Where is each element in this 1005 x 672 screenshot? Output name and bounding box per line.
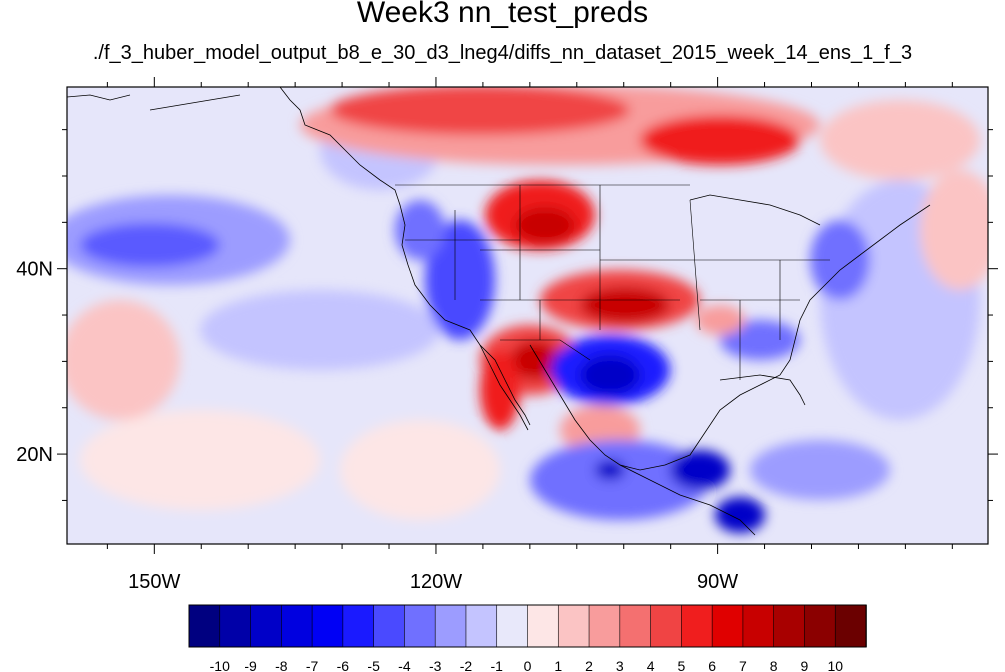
colorbar-label: -9 (244, 658, 257, 672)
colorbar-label: 10 (827, 658, 843, 672)
x-tick-label: 150W (128, 571, 180, 593)
colorbar-label: 3 (616, 658, 624, 672)
state-borders (395, 184, 830, 380)
plot-title: Week3 nn_test_preds (356, 0, 649, 29)
colorbar: -10 -9 -8 -7 -6 -5 -4 -3 -2 -1 0 1 2 3 4 5 6 7 8 9 10 (188, 604, 867, 672)
colorbar-label: -3 (429, 658, 442, 672)
colorbar-swatch (465, 604, 498, 648)
colorbar-label: 9 (801, 658, 809, 672)
colorbar-swatch (404, 604, 436, 648)
colorbar-label: 7 (739, 658, 747, 672)
colorbar-swatch (681, 604, 713, 648)
anomaly-field (67, 87, 988, 533)
colorbar-swatch (650, 604, 683, 648)
colorbar-swatch (588, 604, 621, 648)
colorbar-label: 6 (708, 658, 716, 672)
colorbar-swatch (434, 604, 467, 648)
colorbar-label: -2 (460, 658, 473, 672)
coastlines (67, 87, 931, 536)
colorbar-label: -8 (275, 658, 288, 672)
colorbar-swatch (773, 604, 806, 648)
colorbar-label: 1 (554, 658, 562, 672)
colorbar-swatch (250, 604, 283, 648)
y-tick-label: 20N (16, 444, 53, 466)
colorbar-swatch (804, 604, 837, 648)
colorbar-swatch (742, 604, 775, 648)
colorbar-label: 5 (677, 658, 685, 672)
colorbar-swatch (557, 604, 590, 648)
colorbar-label: -5 (367, 658, 380, 672)
axis-layer: 150W 120W 90W 40N 20N (16, 77, 998, 593)
colorbar-swatch (311, 604, 344, 648)
colorbar-label: 2 (585, 658, 593, 672)
colorbar-swatch (188, 604, 221, 648)
colorbar-label: 4 (647, 658, 655, 672)
colorbar-swatch (496, 604, 529, 648)
colorbar-label: -4 (398, 658, 411, 672)
colorbar-swatch (281, 604, 313, 648)
y-tick-label: 40N (16, 259, 53, 281)
colorbar-label: 8 (770, 658, 778, 672)
colorbar-swatch (342, 604, 375, 648)
colorbar-swatch (527, 604, 560, 648)
colorbar-label: -7 (306, 658, 319, 672)
colorbar-label: -1 (491, 658, 504, 672)
colorbar-frame (188, 604, 867, 648)
colorbar-swatch (834, 604, 867, 648)
colorbar-label: -6 (337, 658, 350, 672)
colorbar-label: 0 (524, 658, 532, 672)
x-tick-label: 90W (697, 571, 738, 593)
colorbar-swatch (711, 604, 744, 648)
map-panel (67, 87, 988, 544)
colorbar-label: -10 (210, 658, 230, 672)
x-tick-label: 120W (410, 571, 462, 593)
plot-subtitle: ./f_3_huber_model_output_b8_e_30_d3_lneg… (92, 42, 913, 64)
colorbar-swatch (619, 604, 652, 648)
colorbar-swatch (219, 604, 252, 648)
colorbar-swatch (373, 604, 406, 648)
